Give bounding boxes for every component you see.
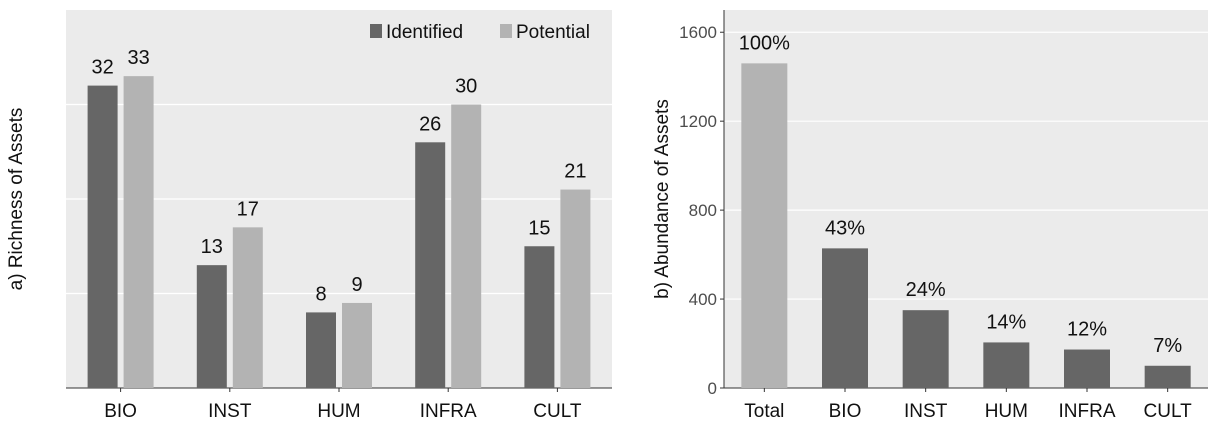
data-label: 15 <box>528 217 550 239</box>
data-label: 26 <box>419 113 441 135</box>
bar-potential-inst <box>232 227 263 388</box>
abundance-chart: 0 400 800 1200 1600 100% Total 43% BIO 24% INST 14%… <box>652 10 1208 421</box>
bar-total <box>741 63 788 388</box>
x-tick-label: BIO <box>829 401 862 421</box>
plot-background <box>724 10 1208 388</box>
x-tick-label: INFRA <box>420 401 477 421</box>
y-tick-label: 800 <box>689 201 717 220</box>
y-tick-label: 1600 <box>679 23 717 42</box>
y-tick-label: 0 <box>708 379 717 398</box>
bar-potential-cult <box>560 189 591 388</box>
x-tick-label: CULT <box>1144 401 1193 421</box>
data-label: 24% <box>906 279 946 301</box>
bar-inst <box>902 310 949 388</box>
data-label: 30 <box>455 76 477 98</box>
data-label: 7% <box>1153 335 1182 357</box>
x-tick-label: BIO <box>104 401 137 421</box>
bar-hum <box>983 342 1030 388</box>
x-tick-label: HUM <box>985 401 1028 421</box>
data-label: 8 <box>315 283 326 305</box>
data-label: 33 <box>127 47 149 69</box>
data-label: 100% <box>739 32 790 54</box>
y-axis-label: b) Abundance of Assets <box>652 99 673 299</box>
bar-potential-hum <box>342 302 372 388</box>
data-label: 32 <box>91 57 113 79</box>
x-tick-label: HUM <box>317 401 360 421</box>
x-tick-label: CULT <box>533 401 582 421</box>
data-label: 13 <box>201 236 223 258</box>
y-tick-label: 400 <box>689 290 717 309</box>
richness-chart: 32 33 BIO 13 17 INST 8 9 HUM 26 30 INFRA 15 21 CULT a) … <box>6 10 612 421</box>
data-label: 12% <box>1067 319 1107 341</box>
legend-label: Potential <box>516 22 590 43</box>
bar-cult <box>1144 365 1191 388</box>
legend-swatch-potential <box>500 24 512 38</box>
y-tick-label: 1200 <box>679 112 717 131</box>
bar-potential-bio <box>123 76 154 389</box>
y-axis-label: a) Richness of Assets <box>6 108 27 291</box>
bar-bio <box>822 248 868 388</box>
bar-identified-infra <box>415 142 446 388</box>
data-label: 43% <box>825 217 865 239</box>
data-label: 9 <box>351 274 362 296</box>
legend-label: Identified <box>386 22 463 43</box>
bar-identified-inst <box>196 265 227 388</box>
x-tick-label: INFRA <box>1059 401 1116 421</box>
bar-potential-infra <box>451 104 482 388</box>
data-label: 17 <box>237 198 259 220</box>
data-label: 21 <box>564 161 586 183</box>
legend-swatch-identified <box>370 24 382 38</box>
bar-identified-bio <box>87 85 118 388</box>
x-tick-label: INST <box>904 401 948 421</box>
bar-infra <box>1064 349 1110 388</box>
legend: Identified Potential <box>370 22 590 43</box>
data-label: 14% <box>986 311 1026 333</box>
x-tick-label: INST <box>208 401 252 421</box>
bar-identified-cult <box>524 246 555 388</box>
bar-identified-hum <box>306 312 336 388</box>
x-tick-label: Total <box>744 401 784 421</box>
